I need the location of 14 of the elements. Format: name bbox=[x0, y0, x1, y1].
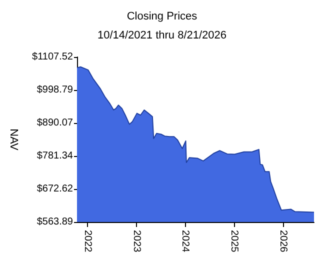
y-axis-title: NAV bbox=[8, 128, 20, 152]
y-tick-label: $781.34 bbox=[36, 150, 74, 162]
y-tick-label: $1107.52 bbox=[32, 52, 74, 62]
y-tick-label: $998.79 bbox=[36, 84, 74, 96]
y-tick-label: $890.07 bbox=[36, 118, 74, 128]
chart-subtitle: 10/14/2021 thru 8/21/2026 bbox=[97, 30, 227, 42]
x-tick-label: 2025 bbox=[228, 230, 240, 253]
y-tick-label: $563.89 bbox=[36, 216, 74, 228]
x-tick-label: 2024 bbox=[180, 230, 191, 253]
y-tick-label: $672.62 bbox=[36, 184, 74, 194]
x-tick-label: 2023 bbox=[130, 230, 142, 253]
x-tick-label: 2022 bbox=[82, 230, 94, 253]
chart-title: Closing Prices bbox=[126, 10, 198, 22]
x-tick-label: 2026 bbox=[277, 230, 288, 253]
